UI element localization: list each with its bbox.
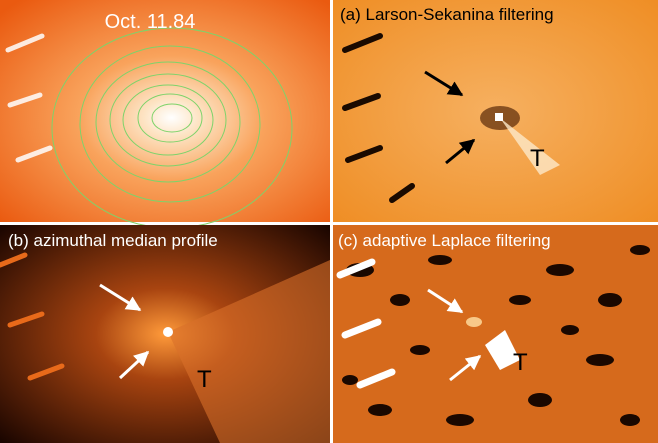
- panel-label: (b) azimuthal median profile: [8, 231, 218, 250]
- panel-label: (c) adaptive Laplace filtering: [338, 231, 551, 250]
- panel-c: (c) adaptive Laplace filtering T: [333, 225, 658, 443]
- panel-a: (a) Larson-Sekanina filtering T: [333, 0, 658, 222]
- panel-b: (b) azimuthal median profile T: [0, 225, 330, 443]
- panel-label: Oct. 11.84: [105, 11, 196, 33]
- page: Oct. 11.84 (a) Larson-Sekanina filtering…: [0, 0, 658, 443]
- panel-contour: Oct. 11.84: [0, 0, 330, 228]
- figure: Oct. 11.84 (a) Larson-Sekanina filtering…: [0, 0, 658, 443]
- tail-marker: T: [530, 145, 545, 172]
- tail-marker: T: [197, 366, 212, 393]
- tail-marker: T: [513, 349, 528, 376]
- panel-label: (a) Larson-Sekanina filtering: [340, 5, 554, 24]
